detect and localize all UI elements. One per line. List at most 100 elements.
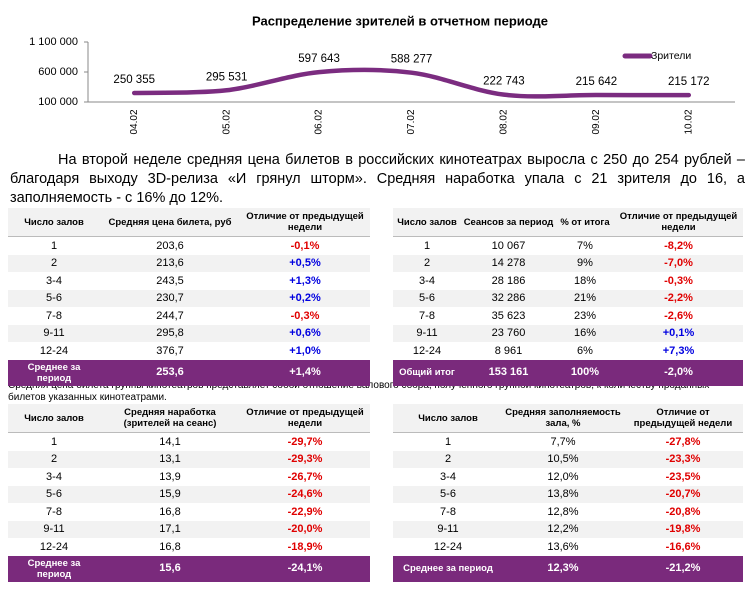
cell: 14,1 [159, 435, 181, 448]
cell: -23,3% [623, 450, 743, 468]
cell: 12-24 [39, 344, 69, 357]
cell: 1 [423, 239, 431, 252]
line [131, 67, 692, 99]
cell: 8 961 [494, 344, 523, 357]
cell: 230,7 [100, 289, 240, 307]
cell: 3-4 [46, 274, 62, 287]
cell: 12-24 [412, 344, 442, 357]
cell: -18,9% [287, 540, 323, 553]
cell: 13,9 [159, 470, 181, 483]
cell: 7-8 [46, 309, 62, 322]
footer-row: Среднее за период 12,3% -21,2% [393, 555, 743, 582]
cell: 12,8% [547, 505, 579, 518]
cell: 12,2% [503, 520, 623, 538]
x-tick-label: 04.02 [129, 109, 140, 134]
cell: 16,8 [159, 505, 181, 518]
cell: 9-11 [8, 520, 100, 538]
cell: -7,0% [614, 254, 743, 272]
cell: Средняя наработка (зрителей на сеанс) [100, 404, 240, 433]
row: 12-24 8 961 6% +7,3% [393, 342, 743, 360]
table: Число залов Средняя наработка (зрителей н… [8, 404, 370, 582]
row: 7-8 35 623 23% -2,6% [393, 307, 743, 325]
data-label: 588 277 [391, 54, 433, 66]
cell: 100% [556, 359, 614, 386]
cell: 244,7 [156, 309, 184, 322]
footer-row: Среднее за период 253,6 +1,4% [8, 359, 370, 386]
row: 1 14,1 -29,7% [8, 433, 370, 451]
data-label: 597 643 [298, 53, 340, 65]
cell: 18% [573, 274, 597, 287]
x-tick-label: 05.02 [221, 109, 232, 134]
cell: 5-6 [393, 289, 461, 307]
row: 2 213,6 +0,5% [8, 254, 370, 272]
cell: +0,1% [614, 324, 743, 342]
cell: Число залов [393, 404, 503, 433]
cell: 253,6 [100, 359, 240, 386]
x-tick-label: 07.02 [406, 109, 417, 134]
cell: Число залов [8, 208, 100, 237]
cell: 9-11 [393, 520, 503, 538]
row: 1 7,7% -27,8% [393, 433, 743, 451]
data-label: 250 355 [113, 74, 155, 86]
cell: 376,7 [156, 344, 184, 357]
paragraph: На второй неделе средняя цена билетов в … [10, 152, 745, 206]
cell: -0,3% [664, 274, 693, 287]
table: Число залов Средняя заполняемость зала, %… [393, 404, 743, 582]
cell: -26,7% [287, 470, 323, 483]
x-tick-label: 09.02 [591, 109, 602, 134]
cell: +0,5% [240, 254, 370, 272]
cell: 1 [50, 435, 58, 448]
row: 9-11 23 760 16% +0,1% [393, 324, 743, 342]
cell: -8,2% [664, 239, 693, 252]
table: Число залов Сеансов за период% от итога От… [393, 208, 743, 386]
header-row: Число залов Сеансов за период% от итога От… [393, 208, 743, 237]
cell: 7-8 [440, 505, 456, 518]
note: Средняя цена билета группы кинотеатров п… [8, 380, 710, 403]
cell: 10,5% [503, 450, 623, 468]
row: 9-11 12,2% -19,8% [393, 520, 743, 538]
x-tick-label: 08.02 [499, 109, 510, 134]
cell: -20,8% [665, 505, 701, 518]
x-tick-label: 10.02 [683, 109, 694, 134]
cell: 12,3% [503, 555, 623, 582]
cell: -23,5% [665, 470, 701, 483]
cell: -21,2% [623, 555, 743, 582]
row: 7-8 244,7 -0,3% [8, 307, 370, 325]
row: 12-24 376,7 +1,0% [8, 342, 370, 360]
row: 7-8 16,8 -22,9% [8, 503, 370, 521]
cell: 7,7% [550, 435, 576, 448]
row: 9-11 295,8 +0,6% [8, 324, 370, 342]
row: 3-4 28 186 18% -0,3% [393, 272, 743, 290]
row: 5-6 13,8% -20,7% [393, 485, 743, 503]
cell: -24,6% [240, 485, 370, 503]
cell: Отличие от предыдущей недели [240, 208, 370, 237]
row: 2 10,5% -23,3% [393, 450, 743, 468]
cell: 153 161 [461, 359, 556, 386]
footer-row: Общий итог 153 161 100% -2,0% [393, 359, 743, 386]
cell: -2,6% [664, 309, 693, 322]
cell: -27,8% [665, 435, 701, 448]
cell: +1,4% [240, 359, 370, 386]
cell: Среднее за период [8, 359, 100, 386]
cell: 1 [444, 435, 452, 448]
cell: 16,8 [159, 540, 181, 553]
row: 3-4 12,0% -23,5% [393, 468, 743, 486]
cell: 32 286 [461, 289, 556, 307]
cell: Средняя заполняемость зала, % [503, 404, 623, 433]
header-row: Число залов Средняя цена билета, руб Отлич… [8, 208, 370, 237]
row: 7-8 12,8% -20,8% [393, 503, 743, 521]
cell: -20,0% [240, 520, 370, 538]
cell: Среднее за период [393, 555, 503, 582]
legend-label: Зрители [651, 50, 691, 62]
cell: +1,3% [289, 274, 321, 287]
cell: 10 067 [491, 239, 526, 252]
cell: 16% [556, 324, 614, 342]
cell: 295,8 [100, 324, 240, 342]
cell: 9-11 [393, 324, 461, 342]
chart: Распределение зрителей в отчетном период… [29, 13, 735, 135]
cell: 7-8 [419, 309, 435, 322]
cell: -20,7% [623, 485, 743, 503]
row: 1 203,6 -0,1% [8, 237, 370, 255]
cell: Средняя цена билета, руб [100, 208, 240, 237]
